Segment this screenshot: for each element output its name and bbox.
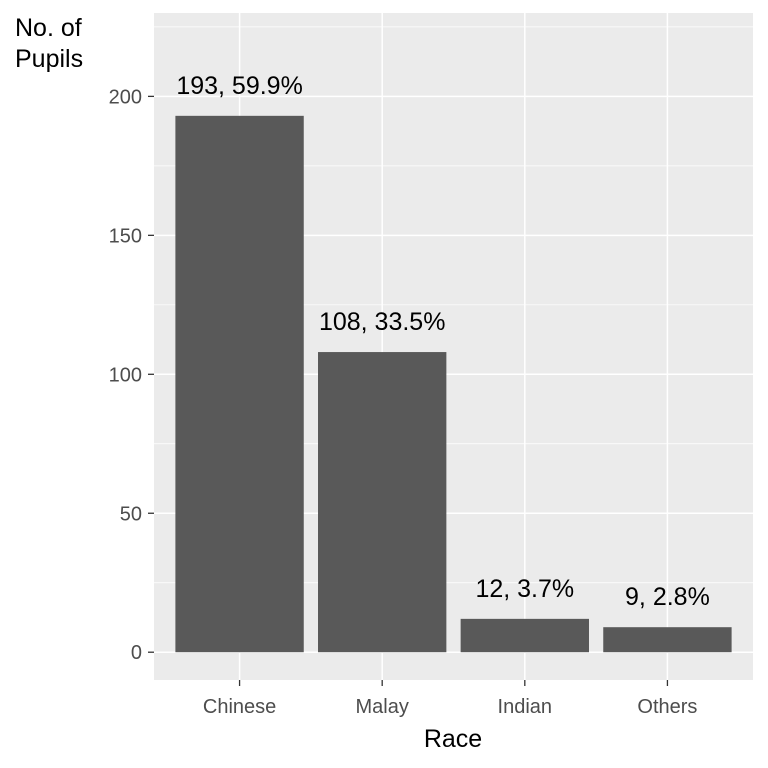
x-tick-label: Malay bbox=[356, 696, 409, 718]
y-axis: 0 50 100 150 200 bbox=[109, 86, 154, 664]
y-axis-title: No. of Pupils bbox=[15, 14, 89, 73]
x-axis: Chinese Malay Indian Others bbox=[203, 680, 697, 718]
y-tick-label: 200 bbox=[109, 86, 142, 108]
x-tick-label: Others bbox=[637, 696, 697, 718]
bar-others bbox=[603, 627, 732, 653]
data-label-chinese: 193, 59.9% bbox=[176, 72, 303, 100]
data-label-malay: 108, 33.5% bbox=[319, 308, 446, 336]
y-axis-title-line-2: Pupils bbox=[15, 45, 83, 73]
y-tick-label: 50 bbox=[120, 503, 142, 525]
x-tick-label: Indian bbox=[498, 696, 553, 718]
data-label-others: 9, 2.8% bbox=[625, 583, 710, 611]
data-labels: 193, 59.9% 108, 33.5% 12, 3.7% 9, 2.8% bbox=[176, 72, 709, 611]
y-tick-label: 100 bbox=[109, 364, 142, 386]
data-label-indian: 12, 3.7% bbox=[475, 575, 574, 603]
bars bbox=[175, 115, 732, 653]
y-tick-label: 0 bbox=[131, 642, 142, 664]
bar-chinese bbox=[175, 115, 304, 653]
x-axis-title: Race bbox=[424, 725, 482, 753]
y-axis-title-line-1: No. of bbox=[15, 14, 82, 42]
bar-malay bbox=[318, 352, 447, 653]
y-tick-label: 150 bbox=[109, 225, 142, 247]
bar-indian bbox=[460, 618, 589, 653]
x-tick-label: Chinese bbox=[203, 696, 276, 718]
